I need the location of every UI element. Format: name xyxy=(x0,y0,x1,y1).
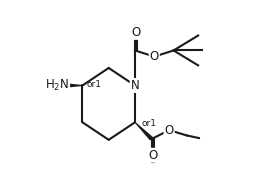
Text: H$_2$N: H$_2$N xyxy=(45,78,69,93)
Polygon shape xyxy=(135,122,153,141)
Text: O: O xyxy=(131,26,140,39)
Polygon shape xyxy=(66,83,82,88)
Text: O: O xyxy=(148,149,157,162)
Text: O: O xyxy=(164,124,174,137)
Text: or1: or1 xyxy=(87,80,102,89)
Text: O: O xyxy=(150,50,159,63)
Text: or1: or1 xyxy=(141,119,156,128)
Text: N: N xyxy=(131,79,139,92)
